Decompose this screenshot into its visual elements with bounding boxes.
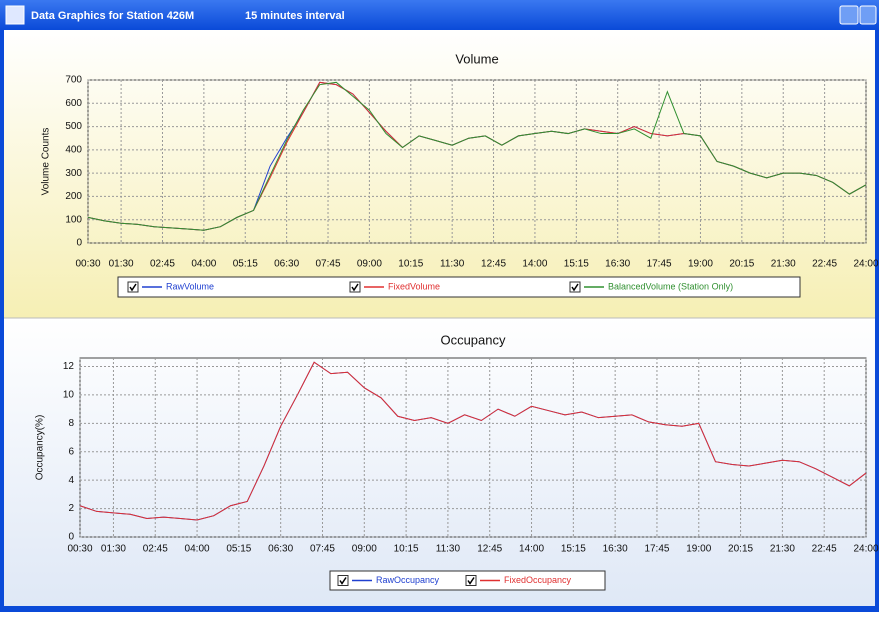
x-tick-label: 10:15: [398, 259, 423, 270]
y-tick-label: 8: [68, 418, 74, 429]
x-tick-label: 09:00: [352, 544, 377, 555]
x-tick-label: 15:15: [564, 259, 589, 270]
y-axis-label: Occupancy(%): [35, 415, 46, 481]
y-tick-label: 0: [68, 532, 74, 543]
volume-panel: [4, 30, 875, 318]
data-line: [79, 361, 867, 521]
x-tick-label: 06:30: [268, 544, 293, 555]
y-tick-label: 300: [65, 168, 82, 179]
x-tick-label: 12:45: [481, 259, 506, 270]
legend-label: RawOccupancy: [376, 575, 440, 585]
minimize-button[interactable]: [839, 5, 859, 25]
y-tick-label: 700: [65, 75, 82, 86]
x-tick-label: 05:15: [233, 259, 258, 270]
legend-checkbox[interactable]: [127, 281, 139, 293]
x-tick-label: 20:15: [729, 259, 754, 270]
y-tick-label: 2: [68, 503, 74, 514]
y-tick-label: 6: [68, 446, 74, 457]
legend-check: [351, 283, 359, 292]
x-tick-label: 20:15: [728, 544, 753, 555]
x-tick-label: 00:30: [67, 544, 92, 555]
x-tick-label: 11:30: [440, 259, 465, 270]
chart-title: Volume: [455, 51, 498, 66]
data-line: [87, 81, 867, 231]
maximize-button[interactable]: [859, 5, 877, 25]
x-tick-label: 01:30: [101, 544, 126, 555]
occupancy-panel: [4, 318, 875, 606]
x-tick-label: 01:30: [109, 259, 134, 270]
y-tick-label: 100: [65, 214, 82, 225]
legend-label: FixedVolume: [388, 281, 440, 291]
y-tick-label: 0: [76, 238, 82, 249]
legend: [117, 276, 801, 298]
app-icon: [5, 5, 25, 25]
x-tick-label: 09:00: [357, 259, 382, 270]
x-tick-label: 24:00: [853, 259, 878, 270]
legend-checkbox[interactable]: [337, 575, 349, 586]
x-tick-label: 24:00: [853, 544, 878, 555]
x-tick-label: 22:45: [812, 259, 837, 270]
x-tick-label: 16:30: [605, 259, 630, 270]
y-axis-label: Volume Counts: [41, 128, 52, 196]
x-tick-label: 15:15: [561, 544, 586, 555]
x-tick-label: 07:45: [310, 544, 335, 555]
x-tick-label: 19:00: [686, 544, 711, 555]
y-tick-label: 400: [65, 144, 82, 155]
x-tick-label: 21:30: [771, 259, 796, 270]
x-tick-label: 04:00: [191, 259, 216, 270]
x-tick-label: 05:15: [226, 544, 251, 555]
legend-checkbox[interactable]: [349, 281, 361, 293]
legend-check: [129, 283, 137, 292]
x-tick-label: 02:45: [150, 259, 175, 270]
y-tick-label: 10: [63, 390, 75, 401]
x-tick-label: 14:00: [522, 259, 547, 270]
x-tick-label: 10:15: [394, 544, 419, 555]
legend-label: RawVolume: [166, 281, 214, 291]
y-tick-label: 12: [63, 361, 75, 372]
x-tick-label: 17:45: [644, 544, 669, 555]
legend-checkbox[interactable]: [465, 575, 477, 586]
x-tick-label: 12:45: [477, 544, 502, 555]
x-tick-label: 11:30: [436, 544, 461, 555]
legend-label: FixedOccupancy: [504, 575, 572, 585]
window-title: Data Graphics for Station 426M: [31, 10, 194, 22]
title-bar: [0, 0, 879, 30]
x-tick-label: 07:45: [316, 259, 341, 270]
x-tick-label: 14:00: [519, 544, 544, 555]
y-tick-label: 600: [65, 98, 82, 109]
x-tick-label: 22:45: [812, 544, 837, 555]
x-tick-label: 00:30: [75, 259, 100, 270]
legend-check: [339, 577, 347, 585]
y-tick-label: 200: [65, 191, 82, 202]
x-tick-label: 19:00: [688, 259, 713, 270]
x-tick-label: 02:45: [143, 544, 168, 555]
legend-check: [571, 283, 579, 292]
legend-label: BalancedVolume (Station Only): [608, 281, 733, 291]
x-tick-label: 06:30: [274, 259, 299, 270]
chart-title: Occupancy: [440, 332, 506, 347]
x-tick-label: 21:30: [770, 544, 795, 555]
legend-checkbox[interactable]: [569, 281, 581, 293]
window-subtitle: 15 minutes interval: [245, 10, 345, 22]
x-tick-label: 17:45: [647, 259, 672, 270]
y-tick-label: 4: [68, 475, 74, 486]
x-tick-label: 16:30: [603, 544, 628, 555]
y-tick-label: 500: [65, 121, 82, 132]
x-tick-label: 04:00: [185, 544, 210, 555]
legend-check: [467, 577, 475, 585]
